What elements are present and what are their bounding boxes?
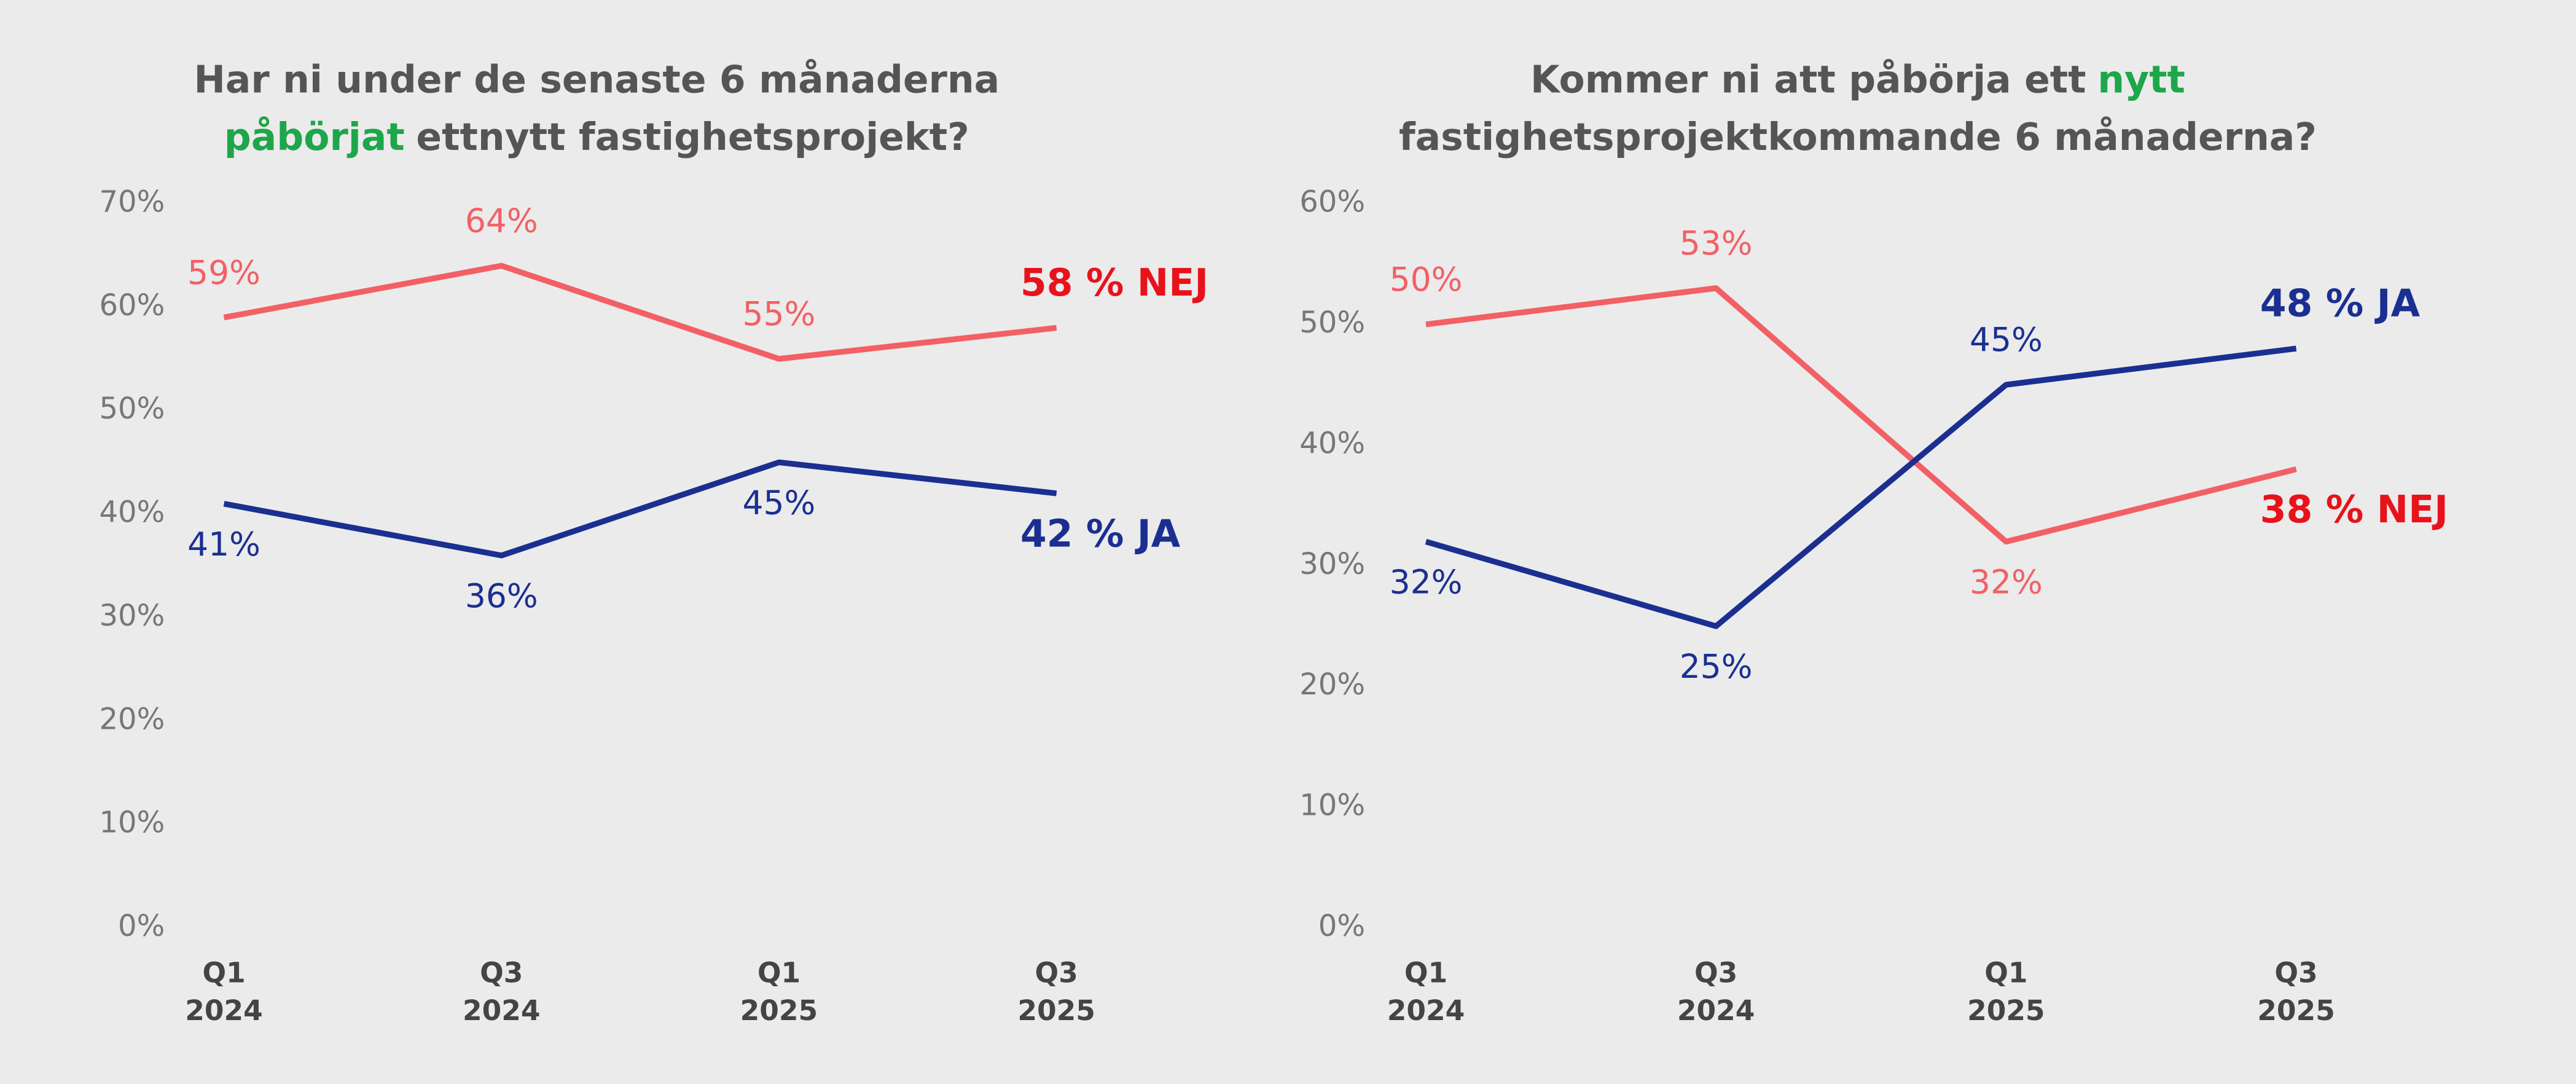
y-tick-label: 0% [118,909,165,943]
value-label: 32% [1390,563,1463,602]
y-tick-label: 60% [99,288,165,323]
y-tick-label: 40% [1299,426,1365,460]
end-value-label: 38 % [2260,488,2364,532]
y-tick-label: 30% [1299,547,1365,581]
x-tick-label: Q1 2024 [185,957,263,1028]
value-label: 36% [465,576,538,615]
x-tick-label-box: Q1 2024 [185,957,263,1028]
end-label: 38 % NEJ [2260,488,2448,532]
y-tick-label: 70% [99,184,165,219]
chart-title: fastighetsprojektkommande 6 månaderna? [1399,116,2317,159]
x-tick-label: Q3 2025 [1017,957,1095,1028]
value-label: 45% [743,484,816,522]
end-value-label: 42 % [1020,512,1124,556]
chart-title: påbörjat ettnytt fastighetsprojekt? [224,116,969,159]
title-part: Har ni under de senaste 6 månaderna [194,58,1000,102]
title-part: fastighetsprojektkommande 6 månaderna? [1399,116,2317,159]
y-tick-label: 30% [99,599,165,633]
background [6,0,2570,1084]
y-tick-label: 20% [1299,667,1365,702]
legend-label: JA [2374,282,2421,326]
legend-label: JA [1135,512,1181,556]
x-tick-label: Q1 2024 [1387,957,1465,1028]
value-label: 53% [1680,224,1753,262]
x-tick-label: Q1 2025 [1967,957,2045,1028]
y-tick-label: 50% [1299,305,1365,340]
value-label: 55% [743,294,816,333]
title-part: nytt [2097,58,2185,102]
y-tick-label: 50% [99,391,165,426]
x-tick-label: Q3 2025 [2257,957,2335,1028]
x-tick-label-box: Q3 2025 [2257,957,2335,1028]
value-label: 45% [1970,320,2043,359]
title-part: påbörjat [224,116,405,159]
title-part: Kommer ni att påbörja ett [1530,58,2086,102]
y-tick-label: 60% [1299,184,1365,219]
line [1425,345,2297,629]
end-label: 48 % JA [2260,282,2421,326]
x-tick-label-box: Q3 2024 [1677,957,1755,1028]
value-label: 64% [465,202,538,240]
end-label: 58 % NEJ [1020,261,1208,305]
x-tick-label-box: Q1 2024 [1387,957,1465,1028]
value-label: 59% [187,253,260,292]
x-tick-label-box: Q1 2025 [740,957,818,1028]
legend-label: NEJ [2377,488,2448,532]
x-tick-label: Q3 2024 [1677,957,1755,1028]
y-tick-label: 40% [99,495,165,530]
chart-title: Har ni under de senaste 6 månaderna [194,58,1000,102]
x-tick-label-box: Q3 2025 [1017,957,1095,1028]
line [223,459,1057,559]
end-label: 42 % JA [1020,512,1181,556]
value-label: 32% [1970,563,2043,602]
y-tick-label: 10% [99,806,165,840]
value-label: 41% [187,525,260,564]
y-tick-label: 10% [1299,788,1365,823]
end-value-label: 58 % [1020,261,1124,305]
x-tick-label-box: Q3 2024 [462,957,541,1028]
end-value-label: 48 % [2260,282,2364,326]
title-part: ettnytt fastighetsprojekt? [416,116,969,159]
value-label: 50% [1390,260,1463,299]
y-tick-label: 20% [99,702,165,736]
line [1425,285,2297,545]
x-tick-label-box: Q1 2025 [1967,957,2045,1028]
chart-title: Kommer ni att påbörja ett nytt [1530,58,2185,102]
value-label: 25% [1680,647,1753,686]
legend-label: NEJ [1137,261,1208,305]
x-tick-label: Q1 2025 [740,957,818,1028]
y-tick-label: 0% [1318,909,1365,943]
line [223,262,1057,362]
x-tick-label: Q3 2024 [462,957,541,1028]
